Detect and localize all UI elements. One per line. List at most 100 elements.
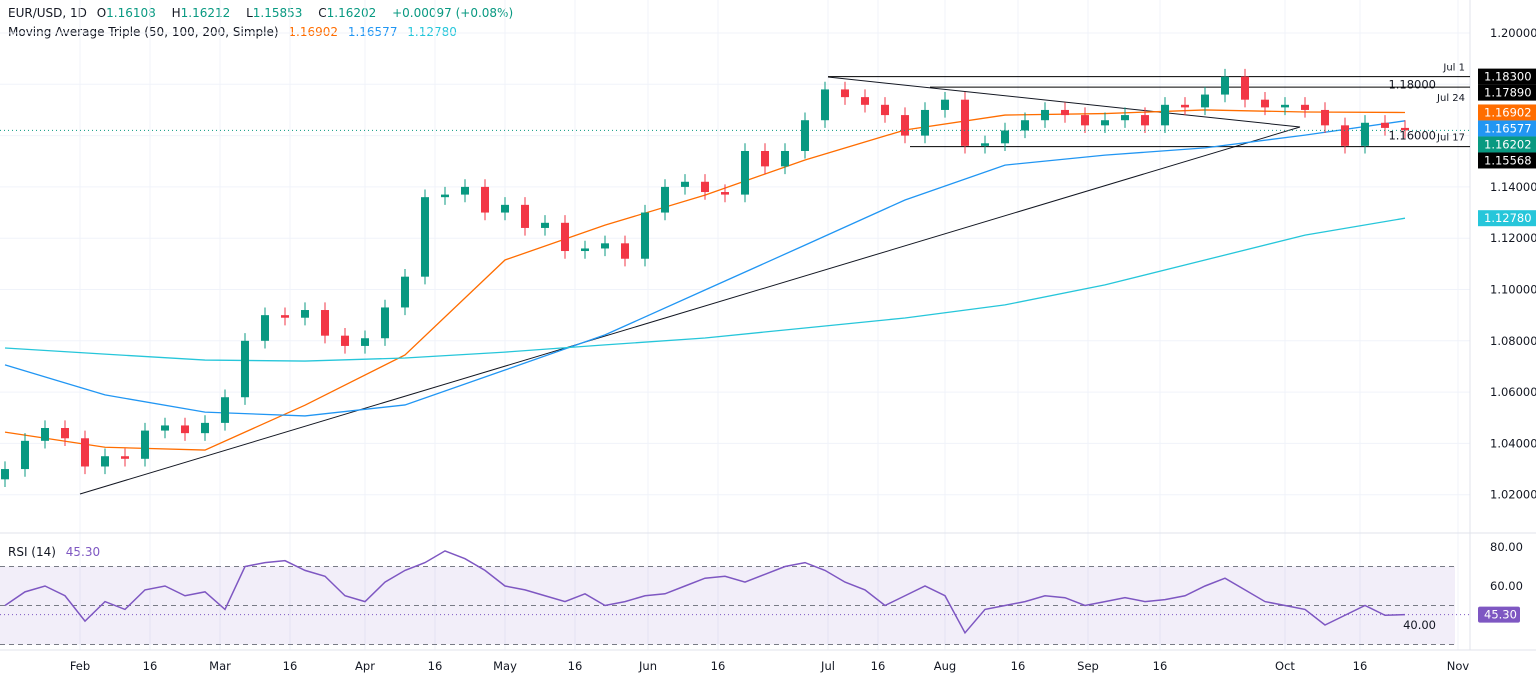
level-annotation: Jul 1	[1442, 63, 1465, 74]
candle-body	[561, 222, 569, 252]
candle-body	[821, 89, 829, 121]
price-tick-label: 1.02000	[1490, 488, 1536, 502]
candle-body	[1, 469, 9, 480]
rsi-tick-label: 80.00	[1490, 540, 1523, 554]
candle-body	[621, 243, 629, 259]
candle-body	[921, 109, 929, 136]
candle-body	[841, 89, 849, 98]
price-tick-label: 1.12000	[1490, 231, 1536, 245]
candle-body	[861, 97, 869, 105]
candle-body	[1141, 115, 1149, 126]
time-tick-label: Apr	[355, 659, 375, 673]
price-tag-label: 1.16577	[1484, 121, 1532, 135]
time-tick-label: 16	[711, 659, 726, 673]
price-tag	[1478, 210, 1536, 227]
candle-body	[581, 248, 589, 252]
candle-body	[401, 276, 409, 308]
candle-body	[241, 340, 249, 398]
candle-body	[121, 456, 129, 459]
price-tick-label: 1.18000	[1388, 77, 1436, 91]
candle-body	[41, 428, 49, 441]
price-tick-label: 1.20000	[1490, 26, 1536, 40]
candle-body	[221, 397, 229, 423]
time-tick-label: 16	[1153, 659, 1168, 673]
candle-body	[21, 440, 29, 470]
support-trendline	[79, 126, 1301, 495]
ohlc-open: O1.16108	[96, 6, 156, 20]
ohlc-high: H1.16212	[171, 6, 231, 20]
candle-body	[481, 186, 489, 213]
moving-average-line-100	[4, 120, 1406, 417]
rsi-value: 45.30	[65, 545, 101, 559]
level-annotation: Jul 17	[1436, 133, 1465, 144]
candle-body	[1001, 130, 1009, 144]
rsi-legend[interactable]: RSI (14) 45.30	[8, 545, 106, 559]
candle-body	[981, 143, 989, 146]
candle-body	[421, 197, 429, 277]
rsi-tick-label: 60.00	[1490, 579, 1523, 593]
candle-body	[541, 222, 549, 228]
ma-legend-title: Moving Average Triple (50, 100, 200, Sim…	[8, 25, 279, 39]
time-tick-label: Sep	[1077, 659, 1099, 673]
candle-body	[1121, 115, 1129, 121]
price-tag-label: 1.12780	[1484, 211, 1532, 225]
price-tick-label: 1.16000	[1388, 129, 1436, 143]
candle-body	[661, 186, 669, 213]
moving-average-line-200	[4, 217, 1406, 362]
time-tick-label: Jul	[820, 659, 835, 673]
symbol-label: EUR/USD, 1D	[8, 6, 87, 20]
time-tick-label: 16	[283, 659, 298, 673]
time-tick-label: Jun	[638, 659, 657, 673]
ma200-value: 1.12780	[407, 25, 457, 39]
time-tick-label: Feb	[70, 659, 90, 673]
price-tick-label: 1.14000	[1490, 180, 1536, 194]
time-tick-label: 16	[1011, 659, 1026, 673]
candle-body	[601, 243, 609, 249]
candle-body	[1021, 120, 1029, 131]
ohlc-close: C1.16202	[318, 6, 377, 20]
price-tick-label: 1.06000	[1490, 385, 1536, 399]
rsi-tag-label: 45.30	[1484, 608, 1517, 622]
time-tick-label: Mar	[209, 659, 231, 673]
candle-body	[261, 315, 269, 341]
time-tick-label: 16	[871, 659, 886, 673]
candle-body	[321, 310, 329, 336]
candle-body	[701, 181, 709, 193]
rsi-tick-label: 40.00	[1403, 618, 1436, 632]
rsi-title: RSI (14)	[8, 545, 56, 559]
ohlc-change: +0.00097 (+0.08%)	[392, 6, 514, 20]
price-tag-label: 1.16902	[1484, 105, 1532, 119]
symbol-legend: EUR/USD, 1D O1.16108 H1.16212 L1.15853 C…	[8, 6, 519, 20]
candle-body	[361, 338, 369, 346]
candle-body	[61, 428, 69, 439]
time-tick-label: Nov	[1447, 659, 1470, 673]
time-tick-label: 16	[1353, 659, 1368, 673]
time-tick-label: Oct	[1275, 659, 1295, 673]
time-tick-label: 16	[568, 659, 583, 673]
level-annotation: Jul 24	[1436, 93, 1465, 104]
candle-body	[1261, 99, 1269, 108]
price-tag-label: 1.17890	[1484, 86, 1532, 100]
candle-body	[201, 422, 209, 434]
rsi-line	[4, 550, 1406, 635]
ma100-value: 1.16577	[347, 25, 398, 39]
price-tag-label: 1.15568	[1484, 153, 1532, 167]
candle-body	[761, 150, 769, 167]
time-tick-label: 16	[428, 659, 443, 673]
time-tick-label: Aug	[934, 659, 956, 673]
candle-body	[1241, 76, 1249, 100]
candle-body	[901, 115, 909, 136]
candle-body	[1381, 122, 1389, 128]
candle-body	[341, 335, 349, 346]
candle-body	[1361, 122, 1369, 146]
candle-body	[181, 425, 189, 434]
candle-body	[801, 120, 809, 151]
time-tick-label: 16	[143, 659, 158, 673]
candle-body	[301, 310, 309, 318]
candle-body	[881, 104, 889, 116]
candle-body	[161, 425, 169, 431]
resistance-trendline	[827, 76, 1301, 128]
ma-legend[interactable]: Moving Average Triple (50, 100, 200, Sim…	[8, 25, 463, 39]
candle-body	[1041, 109, 1049, 121]
